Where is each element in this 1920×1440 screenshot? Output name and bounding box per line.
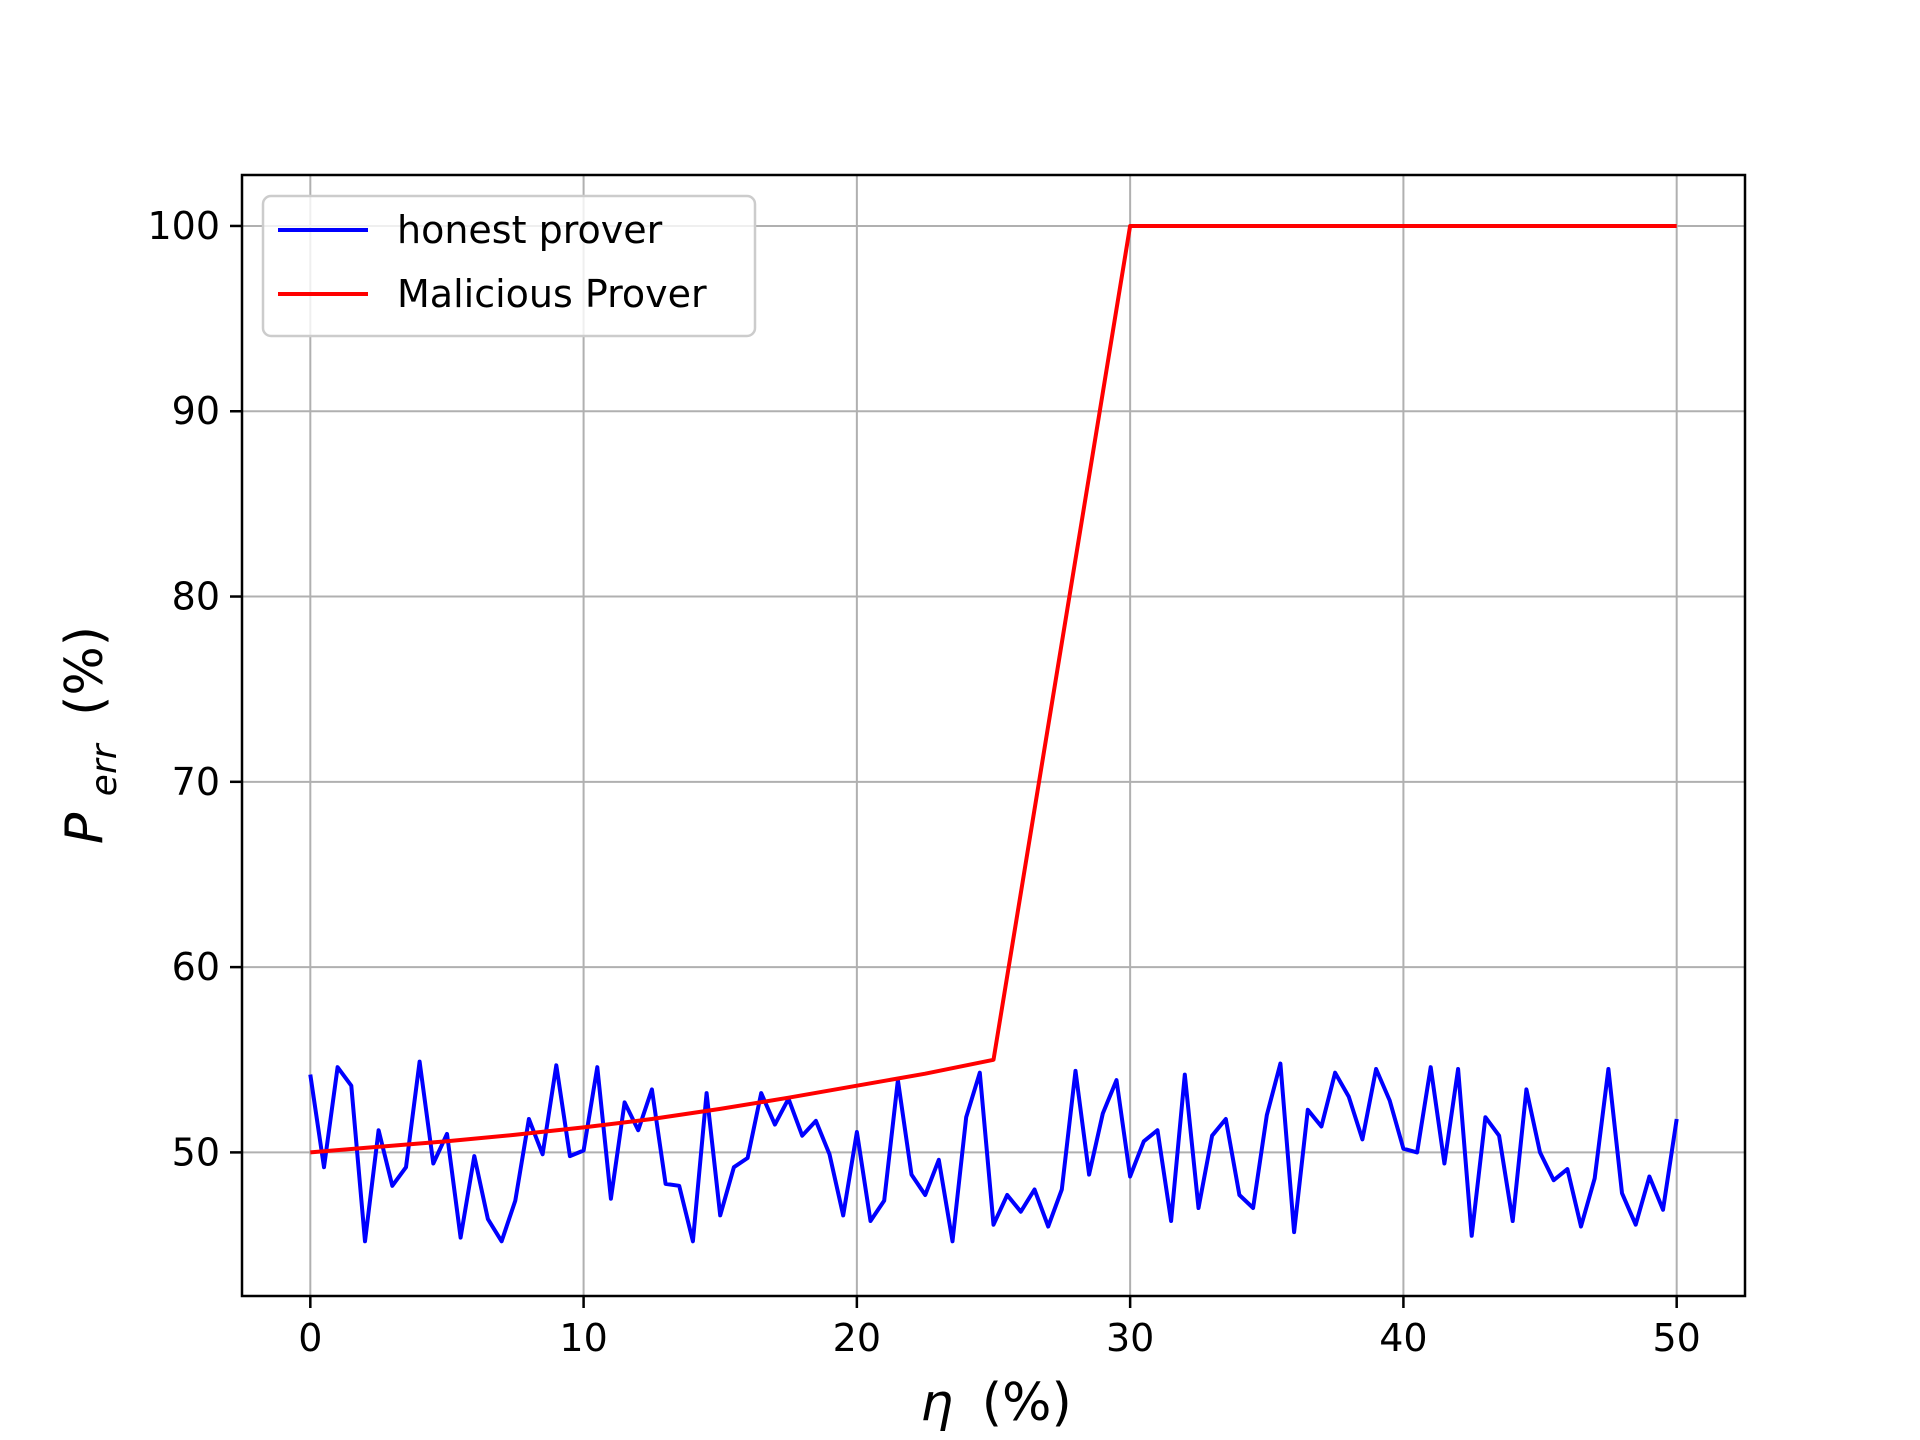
series-line-malicious-prover: [310, 224, 1677, 1155]
y-tick-label: 100: [147, 204, 220, 248]
axis-ticks: 0 10 20 30 40 50 50 60 70 80 90 100: [147, 204, 1700, 1360]
legend-label-honest: honest prover: [397, 208, 663, 252]
legend-label-malicious: Malicious Prover: [397, 272, 707, 316]
x-tick-label: 20: [833, 1316, 881, 1360]
x-axis-symbol: η: [920, 1373, 953, 1433]
y-tick-label: 70: [172, 760, 220, 804]
x-tick-label: 40: [1379, 1316, 1427, 1360]
x-tick-label: 30: [1106, 1316, 1154, 1360]
y-tick-label: 60: [172, 945, 220, 989]
y-axis-subscript: err: [84, 742, 125, 796]
x-axis-unit: (%): [982, 1373, 1072, 1433]
series-lines: [308, 224, 1679, 1244]
y-tick-label: 80: [172, 575, 220, 619]
svg-text:η (%): η (%): [920, 1373, 1071, 1433]
svg-text:P err (%): P err (%): [55, 626, 129, 844]
y-axis-unit: (%): [55, 626, 115, 716]
x-axis-label: η (%): [920, 1373, 1071, 1433]
x-tick-label: 10: [559, 1316, 607, 1360]
x-tick-label: 50: [1653, 1316, 1701, 1360]
grid-lines: [242, 175, 1745, 1296]
legend-box: [261, 194, 757, 338]
series-line-honest-prover: [308, 1059, 1679, 1244]
y-tick-label: 90: [172, 389, 220, 433]
legend: honest prover Malicious Prover: [261, 194, 757, 338]
y-tick-label: 50: [172, 1130, 220, 1174]
y-axis-label: P err (%): [55, 626, 129, 844]
plot-frame: [240, 173, 1747, 1298]
x-tick-label: 0: [298, 1316, 322, 1360]
y-axis-symbol: P: [55, 812, 115, 844]
